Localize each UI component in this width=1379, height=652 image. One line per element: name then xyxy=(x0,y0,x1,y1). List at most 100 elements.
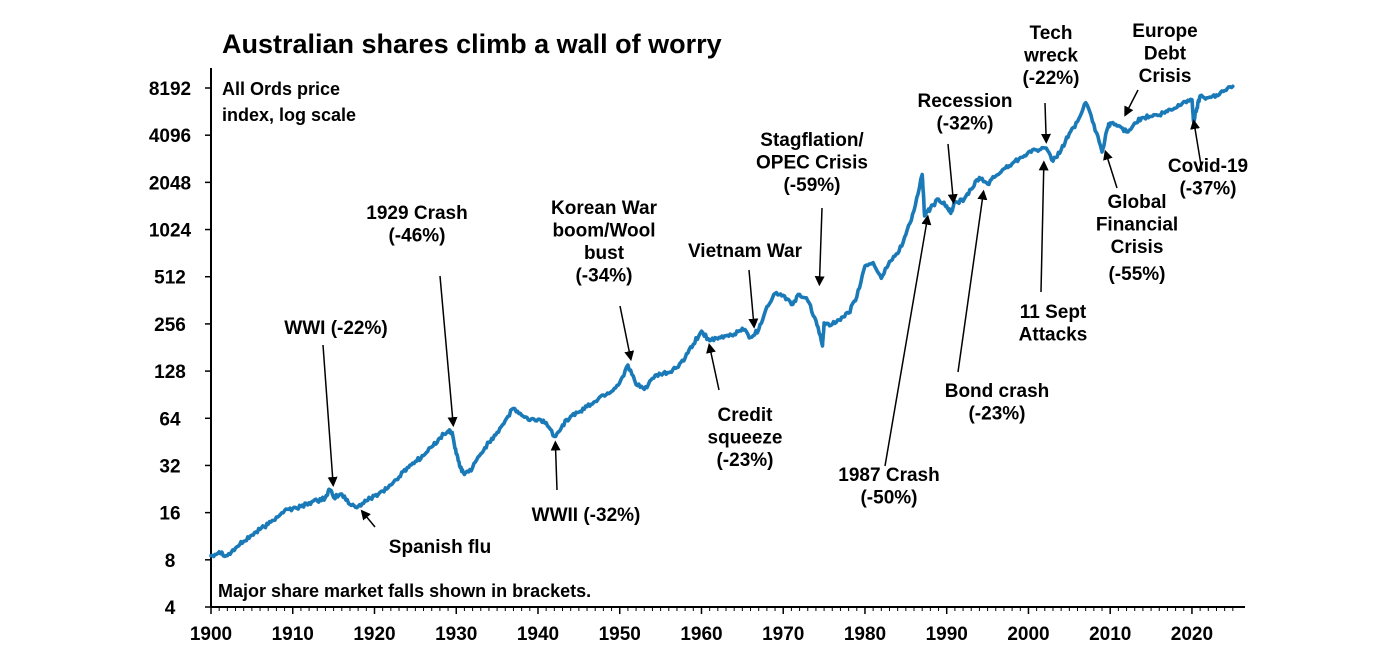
annotation-text: bust xyxy=(584,243,625,264)
annotation-text: Stagflation/ xyxy=(760,130,864,151)
annotation-arrow xyxy=(706,342,720,391)
axes: 4 8 16 32 64 128 256 512 1024 2048 4096 8192 1900 191… xyxy=(149,67,1245,645)
annotation-text: (-32%) xyxy=(936,114,993,135)
y-tick-label: 8 xyxy=(165,551,176,572)
annotation-text: Financial xyxy=(1096,215,1178,236)
y-tick-label: 512 xyxy=(154,268,186,289)
annotation-arrow xyxy=(748,269,759,329)
annotation-text: Attacks xyxy=(1019,325,1088,346)
x-tick-label: 1970 xyxy=(762,624,804,645)
annotation-text: wreck xyxy=(1023,46,1078,67)
annotation-text: (-55%) xyxy=(1108,264,1165,285)
annotation: Covid-19(-37%) xyxy=(1168,119,1248,200)
annotation: 1987 Crash(-50%) xyxy=(838,214,940,509)
annotation: Vietnam War xyxy=(688,241,803,329)
annotation-text: OPEC Crisis xyxy=(756,153,868,174)
x-tick-label: 1930 xyxy=(435,624,477,645)
annotation-text: (-23%) xyxy=(716,450,773,471)
annotation-text: Credit xyxy=(718,405,774,426)
annotation-arrow xyxy=(360,509,376,528)
annotation-arrow xyxy=(957,189,988,373)
annotation-text: boom/Wool xyxy=(552,221,655,242)
annotation-arrow xyxy=(1040,102,1051,144)
x-tick-label: 2010 xyxy=(1089,624,1131,645)
y-tick-label: 1024 xyxy=(149,221,192,242)
y-tick-label: 2048 xyxy=(149,173,191,194)
y-tick-label: 128 xyxy=(154,362,186,383)
y-tick-label: 64 xyxy=(159,409,181,430)
annotation-layer: WWI (-22%) Spanish flu 1929 Crash(-46%) WWI… xyxy=(284,21,1248,558)
annotation-text: Tech xyxy=(1030,23,1073,44)
annotation: Recession(-32%) xyxy=(917,91,1013,205)
x-tick-label: 1910 xyxy=(272,624,314,645)
series-line xyxy=(209,84,1235,559)
annotation-text: (-23%) xyxy=(968,404,1025,425)
x-tick-label: 1990 xyxy=(926,624,968,645)
annotation-text: (-34%) xyxy=(575,266,632,287)
annotation-text: Crisis xyxy=(1139,66,1192,87)
annotation-arrow xyxy=(814,207,825,287)
annotation-text: 11 Sept xyxy=(1020,302,1087,323)
annotation: Stagflation/OPEC Crisis(-59%) xyxy=(756,130,868,287)
annotation-text: Bond crash xyxy=(945,381,1050,402)
annotation-arrow xyxy=(439,275,458,428)
y-tick-label: 4096 xyxy=(149,126,191,147)
annotation-text: Europe xyxy=(1132,21,1197,42)
annotation: (-55%) xyxy=(1108,264,1165,285)
annotation-text: Covid-19 xyxy=(1168,156,1248,177)
annotation-text: 1987 Crash xyxy=(838,465,939,486)
chart-subtitle-line-1: All Ords price xyxy=(222,79,340,99)
x-tick-label: 1980 xyxy=(844,624,886,645)
x-tick-label: 1960 xyxy=(680,624,722,645)
annotation-text: Debt xyxy=(1144,44,1187,65)
annotation-text: Global xyxy=(1107,192,1166,213)
annotation-arrow xyxy=(1124,89,1139,117)
chart-footnote: Major share market falls shown in bracke… xyxy=(218,581,591,601)
annotation-arrow xyxy=(1190,119,1203,172)
annotation-text: Recession xyxy=(917,91,1012,112)
annotation-text: WWI (-22%) xyxy=(284,318,387,339)
annotation-arrow xyxy=(1038,160,1049,293)
y-tick-label: 32 xyxy=(159,456,180,477)
y-tick-label: 256 xyxy=(154,315,186,336)
annotation-text: 1929 Crash xyxy=(366,203,467,224)
annotation-text: (-46%) xyxy=(388,226,445,247)
y-tick-label: 4 xyxy=(165,598,176,619)
y-tick-label: 8192 xyxy=(149,79,191,100)
annotation-text: Crisis xyxy=(1111,237,1164,258)
annotation-arrow xyxy=(884,214,932,467)
x-tick-label: 1950 xyxy=(599,624,641,645)
annotation-arrow xyxy=(1103,149,1118,189)
annotation: WWI (-22%) xyxy=(284,318,388,487)
annotation-text: WWII (-32%) xyxy=(532,505,641,526)
y-tick-label: 16 xyxy=(159,504,180,525)
series-layer xyxy=(209,84,1235,559)
annotation-text: Vietnam War xyxy=(688,241,803,262)
annotation-arrow xyxy=(619,305,635,362)
chart-title: Australian shares climb a wall of worry xyxy=(222,29,722,59)
chart-subtitle-line-2: index, log scale xyxy=(222,105,356,125)
x-tick-label: 1940 xyxy=(517,624,559,645)
annotation-text: (-37%) xyxy=(1179,179,1236,200)
x-tick-label: 1900 xyxy=(190,624,232,645)
annotation-text: (-59%) xyxy=(783,175,840,196)
annotation-arrow xyxy=(550,440,561,491)
x-tick-label: 2020 xyxy=(1171,624,1213,645)
annotation: 1929 Crash(-46%) xyxy=(366,203,468,428)
annotation-text: (-50%) xyxy=(860,488,917,509)
annotation-arrow xyxy=(322,344,338,487)
annotation-text: (-22%) xyxy=(1022,68,1079,89)
annotation-text: squeeze xyxy=(708,428,783,449)
annotation-text: Korean War xyxy=(551,198,658,219)
annotation-text: Spanish flu xyxy=(389,537,491,558)
x-tick-label: 2000 xyxy=(1007,624,1049,645)
annotation: WWII (-32%) xyxy=(532,440,641,526)
annotation-arrow xyxy=(947,143,958,205)
